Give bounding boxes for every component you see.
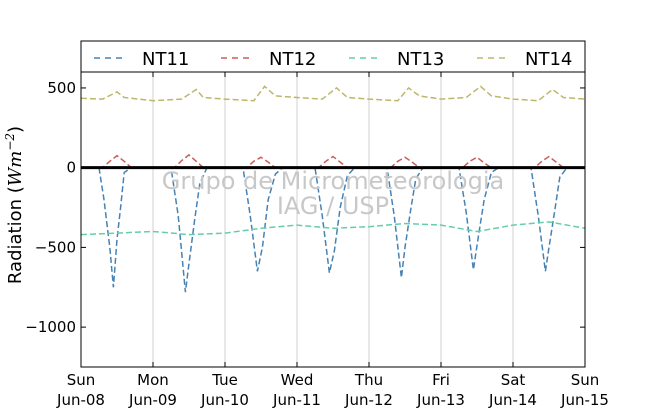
x-tick-label-date-3: Jun-11 <box>272 391 321 409</box>
x-tick-label-day-5: Fri <box>432 371 450 389</box>
x-tick-label-date-0: Jun-08 <box>56 391 105 409</box>
y-axis-label: Radiation (Wm−2) <box>3 126 26 284</box>
y-tick-label-3: −1000 <box>25 318 76 336</box>
legend-label-nt12: NT12 <box>269 49 316 70</box>
x-tick-label-day-2: Tue <box>211 371 238 389</box>
axes: 500 0 −500 −1000 Sun Jun-08 Mon Jun-09 Tue Jun-10… <box>25 71 609 409</box>
legend-label-nt14: NT14 <box>525 49 572 70</box>
series-line-nt13 <box>80 221 586 236</box>
grid-lines <box>152 72 514 367</box>
x-tick-label-date-1: Jun-09 <box>128 391 177 409</box>
series-line-nt12 <box>81 153 585 169</box>
x-tick-label-date-2: Jun-10 <box>200 391 249 409</box>
x-tick-label-date-6: Jun-14 <box>488 391 537 409</box>
y-tick-label-1: 0 <box>66 159 76 177</box>
x-tick-label-date-7: Jun-15 <box>560 391 609 409</box>
x-tick-label-day-7: Sun <box>571 371 600 389</box>
x-tick-label-day-3: Wed <box>281 371 314 389</box>
watermark-line-1: Grupo de Micrometeorologia <box>162 167 504 195</box>
legend-label-nt13: NT13 <box>397 49 444 70</box>
watermark: Grupo de Micrometeorologia IAG / USP <box>162 167 504 220</box>
watermark-line-2: IAG / USP <box>277 192 389 220</box>
legend: NT11 NT12 NT13 NT14 <box>80 40 586 73</box>
plot-frame <box>80 71 586 368</box>
y-tick-label-0: 500 <box>47 79 76 97</box>
x-tick-label-day-1: Mon <box>137 371 169 389</box>
legend-box <box>80 40 586 73</box>
series-line-nt14 <box>80 85 586 102</box>
x-tick-label-day-4: Thu <box>354 371 383 389</box>
y-tick-label-2: −500 <box>35 238 76 256</box>
x-tick-label-date-4: Jun-12 <box>344 391 393 409</box>
x-tick-label-day-0: Sun <box>67 371 96 389</box>
x-tick-label-day-6: Sat <box>501 371 526 389</box>
x-tick-label-date-5: Jun-13 <box>416 391 465 409</box>
legend-label-nt11: NT11 <box>142 49 189 70</box>
